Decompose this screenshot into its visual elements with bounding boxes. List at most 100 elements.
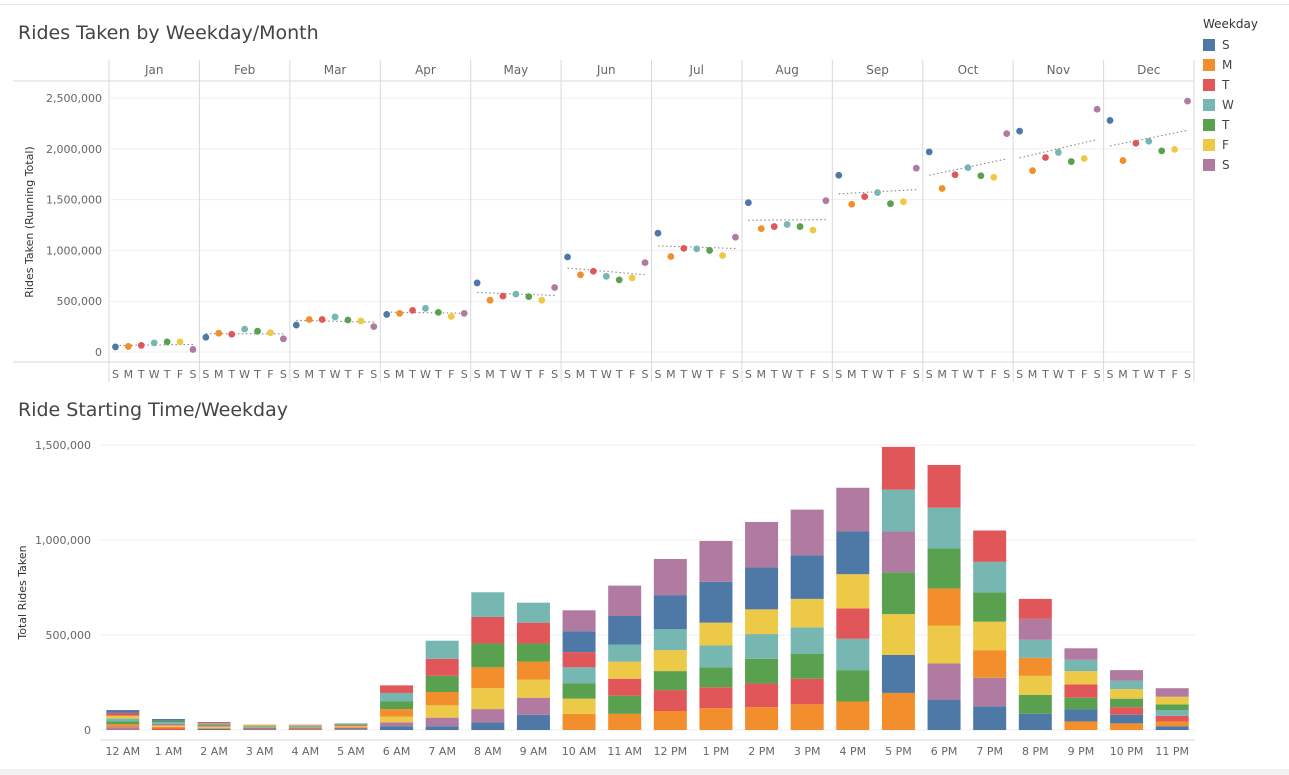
bar-segment — [1110, 680, 1144, 690]
bar-segment — [927, 699, 961, 730]
bar-y-tick-label: 500,000 — [46, 629, 92, 642]
bar-segment — [334, 725, 368, 727]
bar-x-tick-label: 6 AM — [383, 745, 411, 758]
scatter-point — [434, 308, 442, 316]
bar-segment — [881, 692, 915, 730]
weekday-tick-label: F — [539, 368, 545, 381]
bar-segment — [881, 614, 915, 655]
weekday-tick-label: F — [991, 368, 997, 381]
bar-segment — [608, 678, 642, 696]
bar-segment — [1155, 715, 1189, 722]
scatter-chart-title: Rides Taken by Weekday/Month — [18, 22, 319, 44]
bar-segment — [243, 725, 277, 727]
bar-segment — [243, 728, 277, 730]
weekday-tick-label: M — [937, 368, 947, 381]
scatter-point — [1158, 147, 1166, 155]
weekday-tick-label: T — [1132, 368, 1140, 381]
bar-segment — [745, 683, 779, 708]
month-trend-line — [567, 267, 646, 276]
bar-segment — [288, 726, 322, 728]
scatter-point — [486, 296, 494, 304]
bar-segment — [881, 489, 915, 532]
bar-segment — [653, 559, 687, 596]
bar-segment — [608, 644, 642, 662]
weekday-tick-label: M — [304, 368, 314, 381]
bar-x-tick-label: 2 PM — [748, 745, 775, 758]
scatter-point — [615, 276, 623, 284]
bar-segment — [1110, 689, 1144, 699]
scatter-point — [951, 171, 959, 179]
weekday-tick-label: T — [163, 368, 171, 381]
weekday-tick-label: T — [1067, 368, 1075, 381]
weekday-tick-label: M — [1028, 368, 1038, 381]
weekday-tick-label: T — [951, 368, 959, 381]
scatter-point — [538, 296, 546, 304]
bar-segment — [471, 722, 505, 730]
bar-y-axis-label: Total Rides Taken — [16, 545, 29, 640]
bar-segment — [790, 555, 824, 599]
weekday-tick-label: F — [1081, 368, 1087, 381]
weekday-tick-label: S — [112, 368, 119, 381]
scatter-point — [641, 259, 649, 267]
bar-segment — [425, 717, 459, 727]
weekday-tick-label: S — [202, 368, 209, 381]
bar-segment — [471, 616, 505, 644]
bar-x-tick-label: 9 AM — [520, 745, 548, 758]
scatter-y-axis-label: Rides Taken (Running Total) — [23, 146, 36, 297]
legend-label: M — [1222, 58, 1233, 72]
bar-segment — [425, 726, 459, 730]
weekday-tick-label: W — [1143, 368, 1154, 381]
bar-segment — [197, 724, 231, 726]
weekday-tick-label: F — [900, 368, 906, 381]
month-header-label: Sep — [866, 63, 889, 77]
bar-segment — [699, 708, 733, 730]
bar-segment — [151, 722, 185, 724]
bar-segment — [243, 729, 277, 730]
bar-x-tick-label: 5 AM — [337, 745, 365, 758]
bar-segment — [471, 709, 505, 723]
scatter-point — [770, 223, 778, 230]
scatter-point — [383, 311, 391, 318]
bar-segment — [106, 718, 140, 722]
bar-segment — [151, 728, 185, 730]
bar-x-tick-label: 4 AM — [292, 745, 320, 758]
weekday-tick-label: W — [420, 368, 431, 381]
scatter-point — [848, 200, 856, 208]
month-header-label: Aug — [775, 63, 798, 77]
weekday-tick-label: S — [1184, 368, 1191, 381]
bar-segment — [973, 706, 1007, 730]
bar-segment — [380, 722, 414, 727]
bar-segment — [745, 707, 779, 730]
bar-segment — [1064, 697, 1098, 710]
legend-swatch — [1203, 59, 1215, 71]
bar-segment — [790, 598, 824, 628]
bar-segment — [1018, 639, 1052, 658]
bar-segment — [653, 595, 687, 630]
weekday-tick-label: T — [1157, 368, 1165, 381]
scatter-y-tick-label: 500,000 — [57, 295, 103, 308]
bar-segment — [471, 688, 505, 710]
bar-segment — [927, 625, 961, 664]
bar-segment — [197, 722, 231, 724]
scatter-point — [279, 335, 287, 343]
weekday-tick-label: T — [770, 368, 778, 381]
scatter-point — [899, 198, 907, 206]
bar-segment — [197, 725, 231, 727]
scatter-point — [577, 271, 584, 279]
bar-segment — [790, 627, 824, 654]
bar-x-tick-label: 3 PM — [794, 745, 821, 758]
scatter-point — [1106, 117, 1114, 124]
scatter-point — [654, 229, 662, 237]
legend-label: S — [1222, 38, 1230, 52]
weekday-tick-label: F — [448, 368, 454, 381]
bar-segment — [927, 588, 961, 626]
weekday-tick-label: W — [872, 368, 883, 381]
bar-segment — [197, 727, 231, 729]
bar-segment — [1155, 704, 1189, 711]
scatter-point — [318, 316, 326, 323]
bar-segment — [516, 602, 550, 623]
scatter-point — [112, 343, 119, 351]
scatter-point — [202, 333, 210, 341]
bar-segment — [288, 728, 322, 730]
